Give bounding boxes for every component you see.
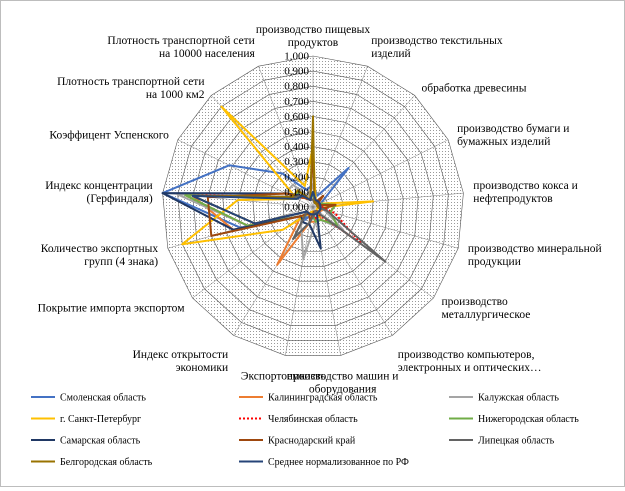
axis-label: Покрытие импорта экспортом [38,303,186,315]
axis-label-line: экономики [176,362,229,374]
axis-label-line: Коэффицент Успенского [49,130,169,142]
axis-label: производство бумаги и бумажных изделий [457,123,569,148]
spoke-line [177,139,314,208]
tick-label: 0,700 [284,96,309,108]
axis-label-line: производство компьютеров, [398,349,535,361]
axis-label: Индекс открытости экономики [133,349,229,374]
spoke-line [312,139,449,208]
legend-label: Калининградская область [268,393,378,404]
legend-label: Калужская область [478,393,559,404]
axis-label-line: Индекс концентрации [45,180,153,192]
axis-label: Коэффицент Успенского [49,130,169,142]
axis-label-line: Плотность транспортной сети [107,35,254,47]
grid-ring [192,85,434,327]
spoke-line [258,66,314,208]
tick-label: 0,800 [284,81,309,93]
tick-label: 0,200 [284,171,309,183]
axis-label: производство кокса и нефтепродуктов [473,180,578,205]
axis-label: Количество экспортных групп (4 знака) [41,243,159,268]
axis-labels: производство пищевых продуктов производств… [38,24,602,395]
legend-label: Белгородская область [60,457,153,468]
axis-label-line: производство [442,296,508,308]
tick-label: 0,100 [284,186,309,198]
tick-label: 0,900 [284,66,309,78]
axis-label: Плотность транспортной сети на 1000 км2 [57,76,205,101]
axis-label-line: Индекс открытости [133,349,229,361]
series-line [191,190,322,225]
axis-label: обработка древесины [422,83,527,95]
axis-label-line: металлургическое [442,309,531,321]
axis-label: производство машин и оборудования [287,370,399,395]
axis-label-line: Плотность транспортной сети [57,76,204,88]
axis-label: Экспортоемкость [241,370,326,382]
axis-label-line: на 1000 км2 [146,89,205,101]
grid-ring [177,70,449,341]
tick-label: 0,400 [284,141,309,153]
spoke-line [233,206,314,336]
tick-label: 0,600 [284,111,309,123]
spoke-line [312,206,459,249]
axis-label: Индекс концентрации (Герфиндаля) [45,180,153,205]
axis-label: производство пищевых продуктов [256,24,371,49]
legend-label: Смоленская область [60,393,146,404]
legend-label: Краснодарский край [268,436,356,447]
axis-label-line: бумажных изделий [457,136,550,148]
tick-label: 0,500 [284,126,309,138]
axis-label-line: производство машин и [287,370,399,382]
spoke-line [312,206,393,336]
axis-label: Плотность транспортной сети на 10000 насе… [107,35,255,60]
spoke-line [312,206,341,356]
axis-label-line: производство кокса и [473,180,578,192]
axis-label-line: продуктов [288,37,339,49]
axis-label: производство компьютеров, электронных и о… [398,349,542,374]
legend-label: Челябинская область [268,414,358,425]
axis-label-line: электронных и оптических… [398,362,542,374]
legend-label: Липецкая область [478,436,555,447]
axis-label-line: продукции [468,256,521,268]
axis-label-line: производство текстильных [371,35,503,47]
grid-ring [237,131,389,282]
grid-ring [162,55,464,356]
axis-label-line: производство минеральной [468,243,602,255]
axis-label-line: (Герфиндаля) [87,193,153,205]
grid-ring [222,116,404,297]
axis-label-line: изделий [371,48,411,60]
axis-label-line: производство пищевых [256,24,371,36]
grid-ring [207,100,419,312]
axis-label: производство минеральной продукции [468,243,602,268]
axis-label-line: нефтепродуктов [473,193,553,205]
axis-label-line: Экспортоемкость [241,370,326,382]
tick-labels: 0,000 0,100 0,200 0,300 0,400 0,500 0,600 0,700… [284,51,309,214]
axis-label-line: производство бумаги и [457,123,569,135]
axis-label-line: оборудования [309,383,377,395]
axis-label-line: групп (4 знака) [84,256,158,268]
legend-label: г. Санкт-Петербург [60,414,141,425]
grid-ring [267,161,359,252]
legend: Смоленская область Калининградская област… [31,393,579,468]
spoke-line [285,206,314,356]
tick-label: 0,300 [284,156,309,168]
axis-label: производство металлургическое [442,296,531,321]
axis-label-line: Покрытие импорта экспортом [38,303,186,315]
tick-label: 1,000 [284,51,309,63]
axis-label: производство текстильных изделий [371,35,503,60]
legend-label: Самарская область [60,436,141,447]
legend-label: Среднее нормализованное по РФ [268,457,409,468]
spoke-line [312,66,368,208]
tick-label: 0,000 [284,202,309,214]
axis-label-line: обработка древесины [422,83,527,95]
series-layer [161,105,387,266]
grid-ring [252,146,374,267]
spoke-line [192,206,314,299]
spoke-line [312,95,415,208]
axis-label-line: на 10000 населения [159,48,256,60]
axis-label-line: Количество экспортных [41,243,159,255]
legend-label: Нижегородская область [478,414,579,425]
